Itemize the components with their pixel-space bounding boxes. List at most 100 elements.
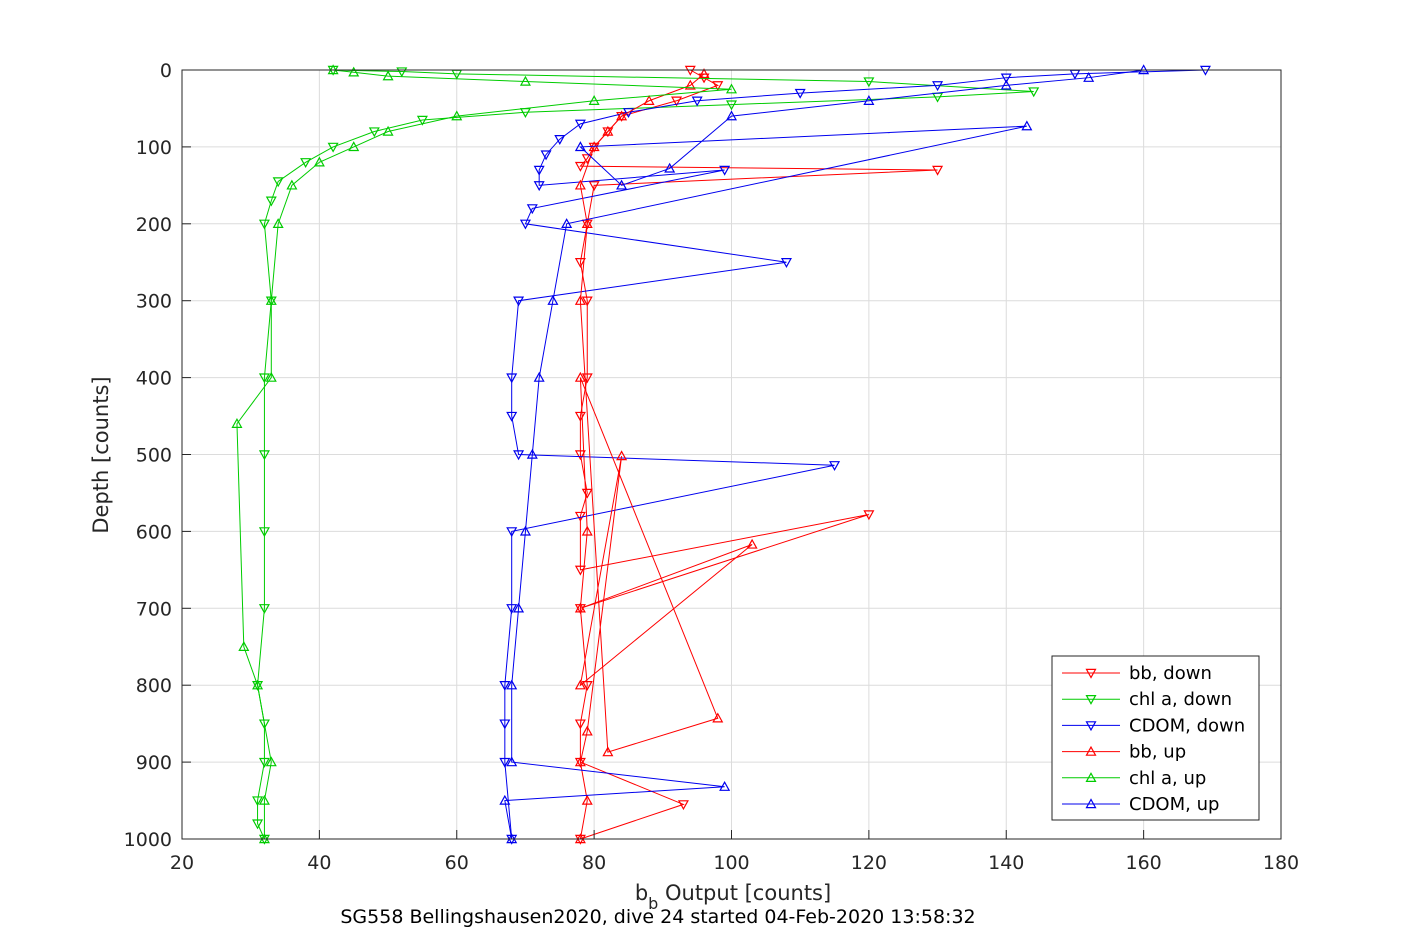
data-point [265,756,277,767]
legend-item-5: CDOM, up [1062,794,1219,815]
data-point [671,96,683,107]
data-point [506,373,518,384]
data-point [712,81,724,92]
data-point [712,712,724,723]
legend: bb, down chl a, down CDOM, down bb, up chl a… [1051,655,1260,821]
data-point [258,794,270,805]
data-point [272,177,284,188]
data-point [691,96,703,107]
x-tick-label: 100 [713,852,749,874]
x-axis-label-subscript: b [648,894,658,913]
y-tick-label: 200 [136,214,172,236]
data-point [258,219,270,230]
data-point [252,796,264,807]
data-point [1021,120,1033,131]
data-point [794,88,806,99]
data-point [602,746,614,757]
data-point [513,296,525,307]
data-point [513,602,525,613]
data-point [265,371,277,382]
x-tick-label: 80 [582,852,606,874]
data-point [574,179,586,190]
data-point [574,119,586,130]
data-point [506,411,518,422]
x-tick-label: 140 [988,852,1024,874]
legend-marker [1085,694,1097,705]
x-tick-label: 40 [307,852,331,874]
y-tick-label: 500 [136,445,172,467]
series-line [504,69,1144,840]
data-point [513,450,525,461]
data-point [581,680,593,691]
legend-item-4: chl a, up [1062,768,1206,789]
x-tick-label: 120 [851,852,887,874]
data-point [252,819,264,830]
data-point [725,100,738,111]
legend-marker [1085,798,1097,809]
legend-marker [1085,721,1097,732]
data-point [725,110,738,121]
legend-label: bb, down [1129,663,1212,684]
data-point [258,527,270,538]
data-point [664,162,676,173]
data-point [368,127,380,138]
data-point [1028,87,1040,98]
x-tick-label: 180 [1263,852,1299,874]
data-point [506,756,518,767]
y-tick-label: 700 [136,598,172,620]
legend-label: chl a, up [1129,768,1206,789]
data-point [499,757,511,768]
data-point [581,794,593,805]
data-point [526,204,538,215]
data-point [581,725,593,736]
x-tick-label: 60 [445,852,469,874]
data-point [499,794,511,805]
data-point [348,141,360,152]
data-point [616,450,628,461]
data-point [382,70,394,81]
y-tick-label: 600 [136,521,172,543]
y-tick-label: 800 [136,675,172,697]
data-point [272,218,284,228]
data-point [554,135,566,145]
legend-item-3: bb, up [1062,742,1186,763]
data-point [1000,79,1012,90]
series-line [579,73,753,840]
data-point [540,150,552,161]
x-tick-label: 20 [170,852,194,874]
legend-item-0: bb, down [1062,663,1212,684]
data-point [574,565,586,576]
data-point [252,679,264,690]
data-point [698,68,710,79]
legend-label: chl a, down [1129,689,1232,710]
data-point [396,67,408,78]
data-point [519,75,531,86]
data-point [863,77,875,88]
data-point [499,719,511,730]
data-point [643,95,655,105]
axis-ticks: 20 40 60 80 100 120 140 160 180 0 100 200 300 400 500 6… [124,60,1299,874]
data-point [574,371,586,382]
data-point [684,79,696,90]
x-tick-label: 160 [1125,852,1161,874]
data-point [574,679,586,690]
data-point [258,604,270,615]
data-point [416,115,428,126]
data-point [451,110,463,121]
plot-series [231,64,1211,845]
data-point [547,294,559,305]
series-line [504,69,1206,840]
data-point [581,488,593,499]
data-point [588,95,600,105]
data-point [622,108,634,119]
data-point [574,141,586,152]
caption: SG558 Bellingshausen2020, dive 24 starte… [340,906,975,928]
data-point [1083,71,1095,82]
data-point [506,604,518,615]
data-point [932,81,944,92]
data-point [506,679,518,690]
y-tick-label: 900 [136,752,172,774]
data-point [863,510,875,521]
y-tick-label: 100 [136,137,172,159]
